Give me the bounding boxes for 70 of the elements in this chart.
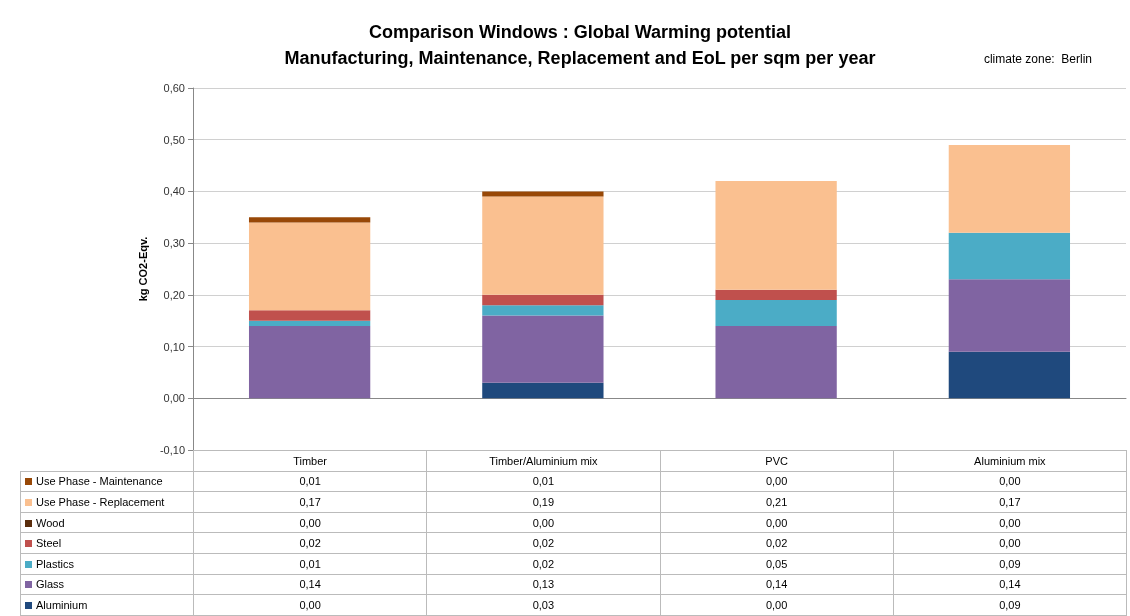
bar xyxy=(482,196,604,295)
y-tick-label: 0,30 xyxy=(163,237,185,250)
bar xyxy=(248,320,371,326)
data-label: 0,00 xyxy=(426,512,660,533)
chart-subtitle: Manufacturing, Maintenance, Replacement and EoL per sqm per year xyxy=(284,48,876,68)
data-label: 0,00 xyxy=(660,512,894,533)
y-tick-label: 0,50 xyxy=(163,133,185,146)
y-tick-label: 0,40 xyxy=(163,185,185,198)
bar xyxy=(948,279,1071,352)
legend-label: Steel xyxy=(20,532,194,554)
data-label: 0,00 xyxy=(660,471,894,492)
bar xyxy=(948,232,1071,280)
y-tick-label: 0,00 xyxy=(163,392,185,405)
data-label: 0,00 xyxy=(893,512,1127,533)
bar xyxy=(482,305,604,316)
data-label: 0,21 xyxy=(660,491,894,513)
data-label: 0,14 xyxy=(893,574,1127,595)
data-label: 0,14 xyxy=(193,574,427,595)
bar xyxy=(715,300,837,326)
data-label: 0,09 xyxy=(893,553,1127,575)
x-tick-label: Timber/Aluminium mix xyxy=(426,450,660,472)
data-label: 0,02 xyxy=(426,532,660,554)
bar xyxy=(715,289,837,301)
y-tick-label: 0,10 xyxy=(163,340,185,353)
data-label: 0,00 xyxy=(893,532,1127,554)
bar xyxy=(248,310,371,321)
data-label: 0,19 xyxy=(426,491,660,513)
data-label: 0,17 xyxy=(193,491,427,513)
y-tick-label: -0,10 xyxy=(159,444,185,456)
legend-label: Plastics xyxy=(20,553,194,575)
legend-label: Glass xyxy=(20,574,194,595)
legend-label: Aluminium xyxy=(20,594,194,616)
data-label: 0,00 xyxy=(193,512,427,533)
data-label: 0,02 xyxy=(660,532,894,554)
bar xyxy=(248,222,371,311)
bar xyxy=(482,294,604,306)
data-label: 0,13 xyxy=(426,574,660,595)
bar xyxy=(715,181,837,290)
text: climate zone: Berlin xyxy=(983,52,1092,66)
data-label: 0,01 xyxy=(193,471,427,492)
data-label: 0,00 xyxy=(893,471,1127,492)
data-label: 0,02 xyxy=(193,532,427,554)
legend-label: Use Phase - Replacement xyxy=(20,491,194,513)
data-label: 0,02 xyxy=(426,553,660,575)
bar xyxy=(482,382,604,399)
chart-title: Comparison Windows : Global Warming potential xyxy=(368,22,792,42)
data-label: 0,01 xyxy=(193,553,427,575)
bar xyxy=(248,325,371,399)
bar xyxy=(948,351,1071,399)
bar xyxy=(482,191,604,197)
data-label: 0,00 xyxy=(660,594,894,616)
y-tick-label: 0,20 xyxy=(163,288,185,301)
x-tick-label: Aluminium mix xyxy=(893,450,1127,472)
data-label: 0,05 xyxy=(660,553,894,575)
x-tick-label: Timber xyxy=(193,450,427,472)
data-label: 0,17 xyxy=(893,491,1127,513)
data-label: 0,00 xyxy=(193,594,427,616)
y-tick-label: 0,60 xyxy=(163,82,185,94)
data-label: 0,14 xyxy=(660,574,894,595)
x-tick-label: PVC xyxy=(660,450,894,472)
data-label: 0,09 xyxy=(893,594,1127,616)
bar xyxy=(715,325,837,399)
bar xyxy=(248,217,371,223)
bar xyxy=(948,144,1071,233)
legend-label: Use Phase - Maintenance xyxy=(20,471,194,492)
data-label: 0,03 xyxy=(426,594,660,616)
data-label: 0,01 xyxy=(426,471,660,492)
y-axis-title: kg CO2-Eqv. xyxy=(136,236,149,302)
legend-label: Wood xyxy=(20,512,194,533)
bar xyxy=(482,315,604,383)
